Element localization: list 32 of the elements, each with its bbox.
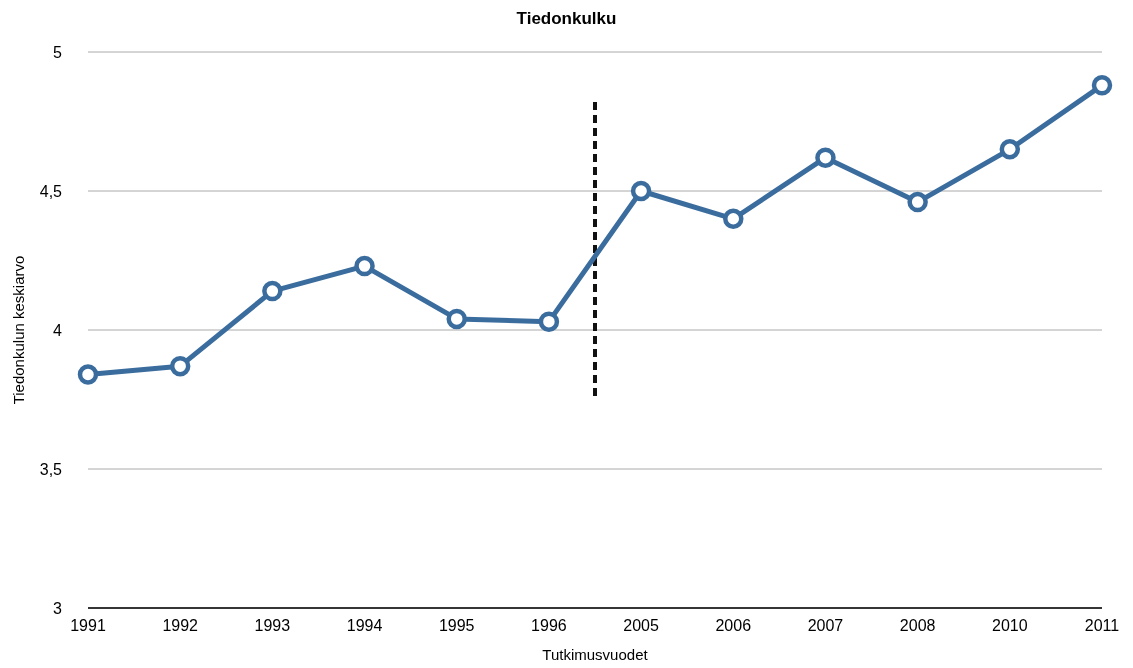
y-axis-title: Tiedonkulun keskiarvo bbox=[10, 255, 27, 405]
point bbox=[538, 311, 560, 332]
x-tick-label: 2008 bbox=[899, 617, 936, 634]
x-tick-label: 2005 bbox=[623, 617, 659, 634]
x-tick-label: 1991 bbox=[70, 617, 106, 634]
x-tick-label: 2010 bbox=[992, 617, 1028, 634]
x-tick-label: 2007 bbox=[807, 617, 844, 634]
point bbox=[723, 208, 744, 230]
point bbox=[630, 180, 652, 202]
y-tick-label: 4,5 bbox=[39, 182, 63, 200]
point bbox=[446, 308, 467, 330]
point bbox=[999, 139, 1021, 160]
point bbox=[354, 255, 375, 277]
x-tick-label: 1996 bbox=[531, 617, 567, 634]
y-tick-label: 3 bbox=[53, 599, 63, 617]
point bbox=[815, 147, 836, 168]
x-tick-label: 1992 bbox=[162, 617, 199, 634]
point bbox=[262, 280, 283, 302]
x-tick-label: 1994 bbox=[346, 617, 383, 634]
x-tick-label: 1993 bbox=[254, 617, 291, 634]
y-tick-label: 5 bbox=[53, 43, 63, 61]
x-tick-label: 2006 bbox=[715, 617, 752, 634]
y-tick-label: 4 bbox=[53, 321, 63, 339]
x-axis-title: Tutkimusvuodet bbox=[542, 646, 649, 663]
y-tick-label: 3,5 bbox=[39, 460, 63, 478]
point bbox=[77, 364, 99, 385]
x-tick-label: 2011 bbox=[1084, 617, 1120, 634]
chart-title: Tiedonkulku bbox=[516, 9, 617, 28]
point bbox=[907, 191, 928, 213]
x-tick-label: 1995 bbox=[438, 617, 475, 634]
point bbox=[1091, 75, 1113, 96]
point bbox=[169, 355, 191, 377]
